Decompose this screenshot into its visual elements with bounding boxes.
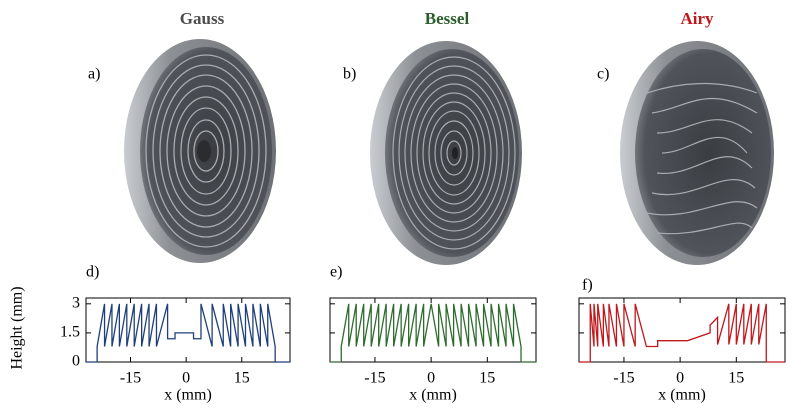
y-tick-label: 1.5 xyxy=(60,324,80,341)
x-tick-label: 15 xyxy=(234,370,250,387)
image-label: a) xyxy=(88,66,100,83)
x-tick-label: 15 xyxy=(479,370,495,387)
y-tick-label: 3 xyxy=(72,294,80,311)
y-tick-label: 0 xyxy=(72,353,80,370)
x-axis-label: x (mm) xyxy=(409,387,457,404)
profile-line xyxy=(330,303,536,363)
x-axis-label: x (mm) xyxy=(164,387,212,404)
plot-frame xyxy=(578,297,786,363)
x-tick-label: -15 xyxy=(364,370,385,387)
panel-title: Bessel xyxy=(425,9,470,28)
plot-label: f) xyxy=(582,277,593,294)
plot-frame xyxy=(329,297,537,363)
image-label: c) xyxy=(597,66,609,83)
x-axis-label: x (mm) xyxy=(658,387,706,404)
panel-title: Airy xyxy=(680,9,714,28)
surface-renders xyxy=(124,39,774,265)
plot-label: d) xyxy=(86,264,99,281)
x-tick-label: -15 xyxy=(613,370,634,387)
profile-line xyxy=(579,303,785,363)
image-label: b) xyxy=(343,66,356,83)
x-tick-label: 0 xyxy=(427,370,435,387)
x-tick-label: 0 xyxy=(676,370,684,387)
x-tick-label: -15 xyxy=(120,370,141,387)
plot-label: e) xyxy=(330,264,342,281)
bessel-render xyxy=(370,41,522,265)
x-tick-label: 15 xyxy=(728,370,744,387)
x-tick-label: 0 xyxy=(182,370,190,387)
profile-line xyxy=(86,303,290,363)
airy-render xyxy=(620,41,774,265)
y-axis-label: Height (mm) xyxy=(9,286,26,369)
plot-frame xyxy=(85,297,291,363)
panel-title: Gauss xyxy=(180,9,225,28)
gauss-render xyxy=(124,39,276,263)
